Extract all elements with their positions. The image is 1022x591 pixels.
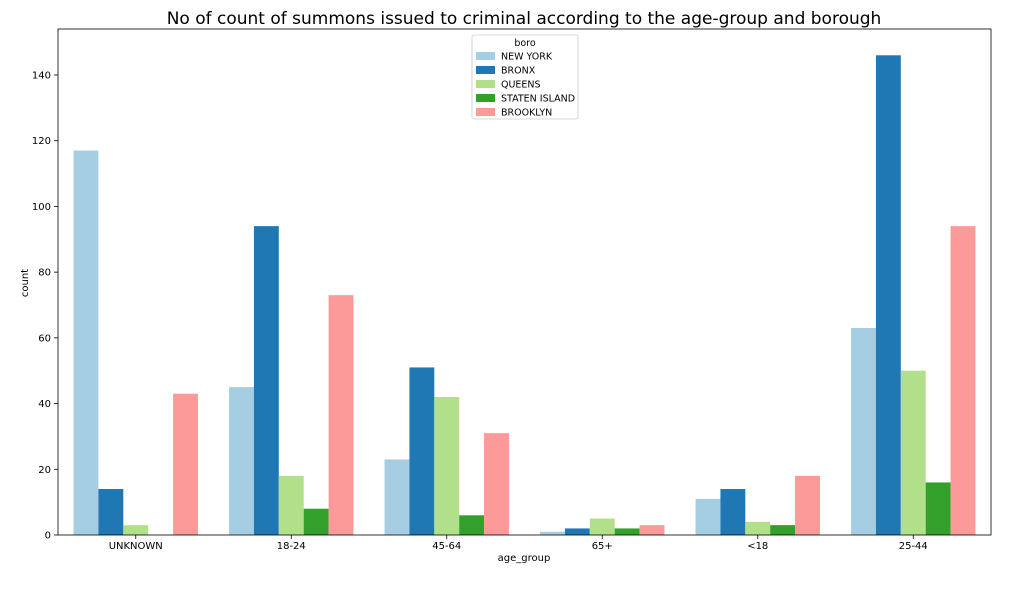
bar (589, 518, 615, 535)
bar (328, 295, 354, 535)
y-tick-label: 20 (38, 465, 51, 476)
bar (540, 531, 565, 535)
bar (950, 226, 976, 535)
bar (770, 525, 796, 535)
bar (925, 482, 951, 535)
x-tick-label: <18 (747, 541, 768, 552)
bar (173, 393, 198, 535)
bar (875, 55, 901, 535)
legend-title: boro (514, 38, 536, 49)
legend-swatch (476, 52, 495, 60)
bar (278, 475, 304, 535)
bar (851, 328, 876, 535)
x-tick-label: UNKNOWN (109, 541, 163, 552)
legend-swatch (476, 94, 495, 102)
bar (459, 515, 485, 535)
legend-entry: BROOKLYN (501, 108, 552, 119)
bar (564, 528, 590, 535)
x-axis-label: age_group (498, 553, 551, 564)
plot-frame (57, 28, 992, 536)
bar (253, 226, 279, 535)
legend: boro NEW YORK BRONX QUEENS STATEN ISLAND BRO… (471, 34, 579, 120)
legend-entry: QUEENS (501, 80, 541, 91)
bar (614, 528, 640, 535)
x-tick-label: 25-44 (899, 541, 928, 552)
y-tick-label: 120 (32, 136, 51, 147)
legend-swatch (476, 80, 495, 88)
x-tick-label: 18-24 (277, 541, 306, 552)
bar (695, 498, 721, 535)
legend-swatch (476, 66, 495, 74)
x-tick-label: 45-64 (432, 541, 461, 552)
y-tick-label: 140 (32, 71, 51, 82)
y-axis-label: count (20, 269, 31, 297)
y-tick-label: 60 (38, 333, 51, 344)
bar (795, 475, 820, 535)
bar (303, 508, 329, 535)
bar (98, 489, 124, 535)
bar (745, 521, 771, 535)
bar (639, 525, 665, 535)
bar (229, 387, 254, 535)
x-tick-label: 65+ (592, 541, 613, 552)
chart-title: No of count of summons issued to crimina… (167, 9, 882, 29)
bar (484, 433, 509, 535)
bar (900, 370, 926, 535)
bars-group (73, 55, 976, 535)
y-tick-label: 40 (38, 399, 51, 410)
legend-entry: BRONX (501, 66, 536, 77)
bar (409, 367, 435, 535)
y-tick-label: 80 (38, 268, 51, 279)
bar (384, 459, 410, 535)
bar (123, 525, 149, 535)
bar (434, 397, 460, 535)
legend-swatch (476, 108, 495, 116)
y-tick-label: 100 (32, 202, 51, 213)
legend-entry: NEW YORK (501, 52, 553, 63)
x-axis: UNKNOWN 18-24 45-64 65+ <18 25-44 (109, 535, 928, 552)
y-axis: 0 20 40 60 80 100 120 140 (32, 71, 58, 542)
legend-entry: STATEN ISLAND (501, 94, 575, 105)
legend-box (471, 34, 579, 120)
bar (720, 489, 746, 535)
y-tick-label: 0 (45, 531, 51, 542)
bar (73, 150, 99, 535)
